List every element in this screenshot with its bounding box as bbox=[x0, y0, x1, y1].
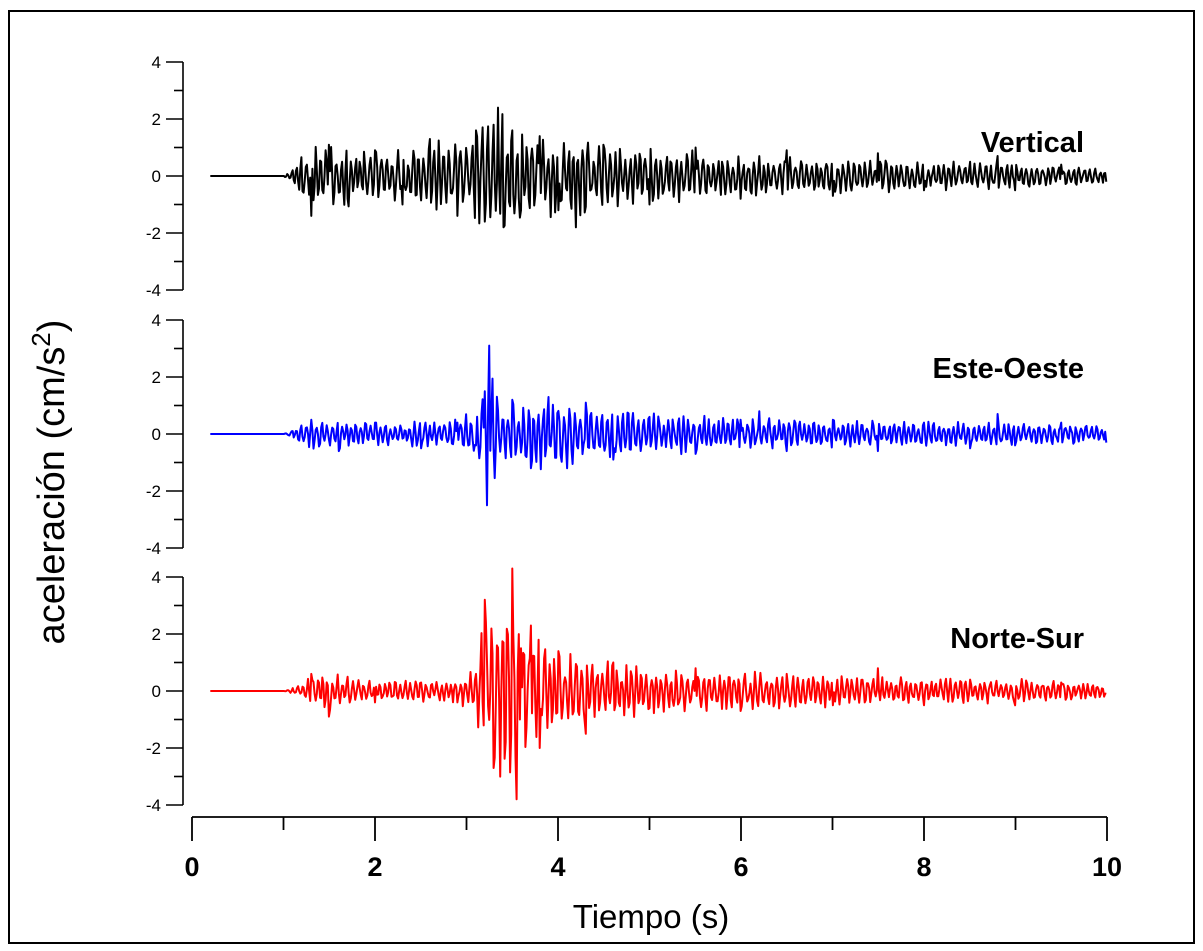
x-axis-title: Tiempo (s) bbox=[573, 898, 729, 935]
x-tick-label: 2 bbox=[367, 852, 382, 882]
x-tick-label: 4 bbox=[550, 852, 565, 882]
series-line-este-oeste bbox=[210, 344, 1108, 507]
y-tick-label: 2 bbox=[152, 110, 161, 129]
y-tick-label: -2 bbox=[146, 482, 161, 501]
y-tick-label: -4 bbox=[146, 539, 161, 558]
y-tick-label: 2 bbox=[152, 625, 161, 644]
series-label: Este-Oeste bbox=[932, 353, 1084, 385]
y-axis-title-superscript: 2 bbox=[26, 332, 56, 346]
y-tick-label: -4 bbox=[146, 796, 161, 815]
y-tick-label: 0 bbox=[152, 425, 161, 444]
y-tick-label: -2 bbox=[146, 739, 161, 758]
y-tick-label: 0 bbox=[152, 167, 161, 186]
series-line-vertical bbox=[210, 106, 1108, 229]
series-label: Vertical bbox=[981, 127, 1084, 159]
series-label: Norte-Sur bbox=[950, 623, 1084, 655]
y-axis-title-close: ) bbox=[31, 320, 73, 333]
y-tick-label: -4 bbox=[146, 281, 161, 300]
y-tick-label: 0 bbox=[152, 682, 161, 701]
y-tick-label: -2 bbox=[146, 224, 161, 243]
y-tick-label: 2 bbox=[152, 368, 161, 387]
x-axis: 0 2 4 6 8 10 bbox=[184, 816, 1122, 882]
y-axis-title: aceleración (cm/s2) bbox=[26, 320, 73, 645]
panel-este-oeste: -4 -2 0 2 4 Este-Oeste bbox=[146, 311, 1108, 558]
y-tick-label: 4 bbox=[152, 311, 161, 330]
x-tick-label: 10 bbox=[1092, 852, 1122, 882]
y-tick-label: 4 bbox=[152, 568, 161, 587]
panel-norte-sur: -4 -2 0 2 4 Norte-Sur bbox=[146, 567, 1107, 815]
panel-vertical: -4 -2 0 2 4 Vertical bbox=[146, 53, 1108, 300]
series-line-norte-sur bbox=[210, 567, 1107, 801]
y-tick-label: 4 bbox=[152, 53, 161, 72]
y-axis-title-main: aceleración (cm/s bbox=[31, 347, 73, 645]
x-tick-label: 6 bbox=[733, 852, 748, 882]
x-tick-label: 0 bbox=[184, 852, 199, 882]
x-tick-label: 8 bbox=[916, 852, 931, 882]
